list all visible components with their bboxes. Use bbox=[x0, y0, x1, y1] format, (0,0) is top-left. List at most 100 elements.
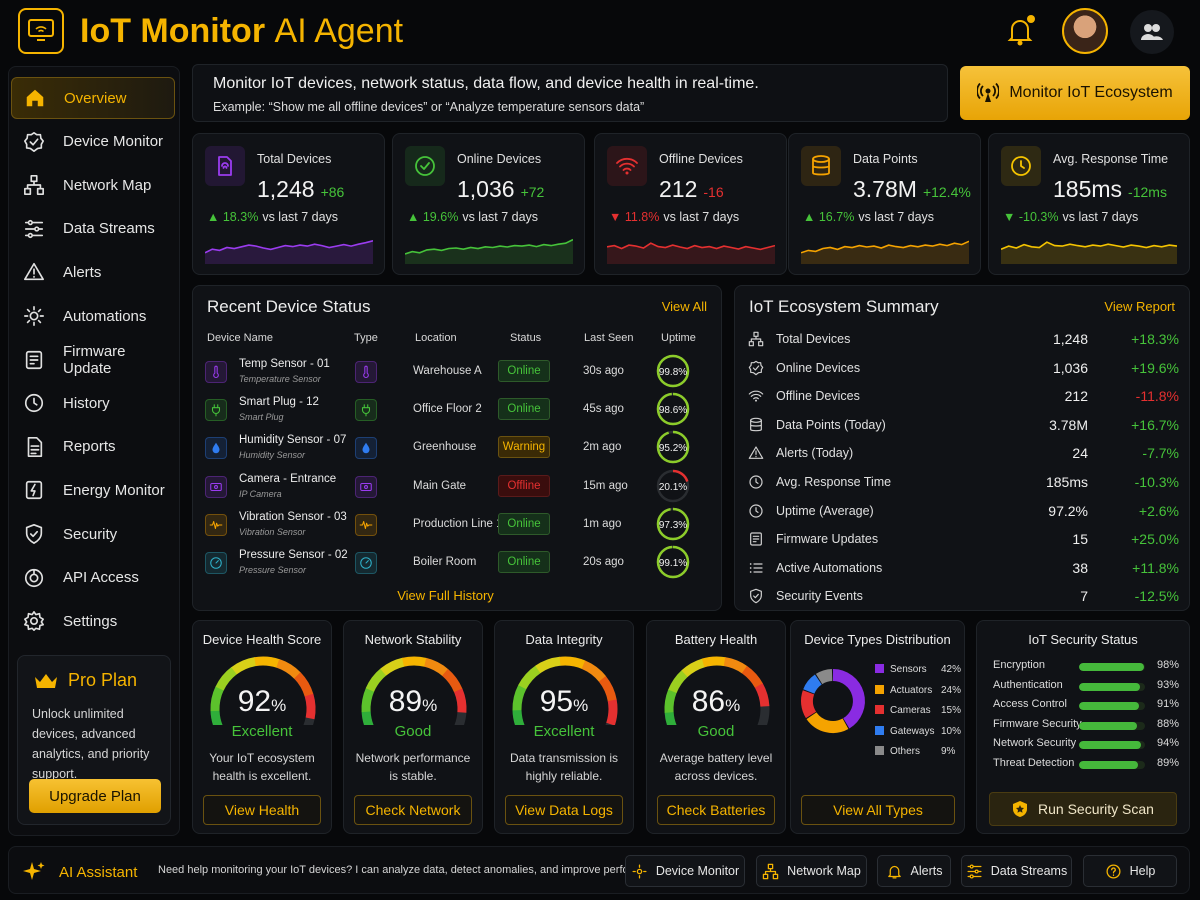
gauge-action-button[interactable]: Check Batteries bbox=[657, 795, 775, 825]
security-progress-bar bbox=[1079, 761, 1145, 769]
status-badge: Online bbox=[498, 360, 550, 382]
gauge-title: Battery Health bbox=[674, 632, 758, 647]
gauge-icon bbox=[205, 552, 227, 574]
bell-icon bbox=[887, 865, 901, 879]
security-metric-label: Encryption bbox=[993, 659, 1045, 671]
table-row[interactable]: Temp Sensor - 01 Temperature Sensor Wareho… bbox=[193, 353, 723, 391]
sidebar-item-alerts[interactable]: Alerts bbox=[11, 251, 175, 293]
run-security-scan-button[interactable]: Run Security Scan bbox=[989, 792, 1177, 826]
gauge-action-button[interactable]: View Data Logs bbox=[505, 795, 623, 825]
settings-icon bbox=[24, 611, 44, 632]
notification-button[interactable] bbox=[1006, 14, 1036, 48]
sidebar-item-automations[interactable]: Automations bbox=[11, 295, 175, 337]
footer-button-data-streams[interactable]: Data Streams bbox=[961, 855, 1072, 887]
view-all-link[interactable]: View All bbox=[661, 299, 707, 314]
avatar[interactable] bbox=[1062, 8, 1108, 54]
sidebar-item-data-streams[interactable]: Data Streams bbox=[11, 208, 175, 250]
clock-icon bbox=[747, 473, 765, 491]
sidebar-item-network-map[interactable]: Network Map bbox=[11, 164, 175, 206]
uptime-value: 20.1% bbox=[659, 482, 687, 493]
footer-button-network-map[interactable]: Network Map bbox=[756, 855, 867, 887]
gauge-card-network-stability: Network Stability 89% Good Network performa… bbox=[343, 620, 483, 834]
table-row[interactable]: Humidity Sensor - 07 Humidity Sensor Green… bbox=[193, 429, 723, 467]
security-metric-label: Firmware Security bbox=[993, 717, 1082, 730]
legend-label: Others bbox=[890, 746, 921, 758]
uptime-ring-fill bbox=[656, 392, 690, 426]
stat-delta: +72 bbox=[520, 184, 545, 200]
sidebar-item-reports[interactable]: Reports bbox=[11, 426, 175, 468]
summary-label: Active Automations bbox=[776, 560, 883, 575]
sidebar-item-api-access[interactable]: API Access bbox=[11, 557, 175, 599]
ai-assistant-bar: AI Assistant Need help monitoring your I… bbox=[8, 846, 1190, 894]
sidebar-item-firmware-update[interactable]: Firmware Update bbox=[11, 339, 175, 381]
ecosystem-summary-panel: IoT Ecosystem Summary View Report Total … bbox=[734, 285, 1190, 611]
sparkline-area bbox=[205, 240, 373, 264]
summary-label: Total Devices bbox=[776, 332, 851, 346]
sidebar-item-device-monitor[interactable]: Device Monitor bbox=[11, 121, 175, 163]
gauge-value-unit: % bbox=[725, 696, 741, 715]
table-row[interactable]: Vibration Sensor - 03 Vibration Sensor Pro… bbox=[193, 506, 723, 544]
database-icon bbox=[812, 155, 830, 176]
droplet-icon bbox=[355, 437, 377, 460]
upgrade-plan-button[interactable]: Upgrade Plan bbox=[29, 779, 161, 813]
sparkline-line bbox=[1001, 241, 1177, 250]
footer-button-device-monitor[interactable]: Device Monitor bbox=[625, 855, 745, 887]
plug-icon bbox=[355, 399, 377, 422]
clock-icon bbox=[747, 502, 765, 520]
uptime-ring-fill bbox=[656, 431, 690, 464]
device-location: Boiler Room bbox=[413, 556, 477, 568]
status-badge: Online bbox=[498, 512, 550, 535]
sidebar-item-history[interactable]: History bbox=[11, 382, 175, 424]
sidebar-item-security[interactable]: Security bbox=[11, 513, 175, 555]
security-metric-authentication: Authentication 93% bbox=[993, 679, 1183, 695]
streams-icon bbox=[966, 863, 983, 880]
sidebar-item-overview[interactable]: Overview bbox=[11, 77, 175, 119]
legend-percent: 10% bbox=[941, 725, 962, 737]
summary-delta: +2.6% bbox=[1138, 502, 1179, 519]
table-row[interactable]: Camera - Entrance IP Camera Main Gate Offli… bbox=[193, 468, 723, 506]
table-row[interactable]: Pressure Sensor - 02 Pressure Sensor Boile… bbox=[193, 544, 723, 582]
legend-label: Sensors bbox=[890, 664, 927, 675]
ai-assistant-text: Need help monitoring your IoT devices? I… bbox=[158, 864, 669, 876]
table-row[interactable]: Smart Plug - 12 Smart Plug Office Floor 2 O… bbox=[193, 391, 723, 429]
sidebar-item-label: History bbox=[63, 394, 110, 412]
footer-button-alerts[interactable]: Alerts bbox=[877, 855, 951, 887]
sidebar-item-settings[interactable]: Settings bbox=[11, 600, 175, 642]
camera-icon bbox=[210, 482, 222, 491]
gauge-icon bbox=[360, 557, 372, 569]
uptime-ring-fill bbox=[656, 545, 690, 579]
view-all-types-button[interactable]: View All Types bbox=[801, 795, 955, 825]
device-doc-icon bbox=[218, 156, 232, 176]
intro-banner: Monitor IoT devices, network status, dat… bbox=[192, 64, 948, 122]
gauge-fill-segment bbox=[559, 656, 586, 670]
sidebar-item-energy-monitor[interactable]: Energy Monitor bbox=[11, 469, 175, 511]
uptime-ring-fill bbox=[656, 354, 690, 388]
security-progress-fill bbox=[1079, 682, 1141, 691]
gauge-icon bbox=[210, 557, 222, 569]
sidebar-item-label: Alerts bbox=[63, 263, 102, 281]
gauge-action-button[interactable]: View Health bbox=[203, 795, 321, 825]
footer-button-help[interactable]: Help bbox=[1083, 855, 1177, 887]
monitor-ecosystem-button[interactable]: Monitor IoT Ecosystem bbox=[960, 66, 1190, 120]
streams-icon bbox=[967, 863, 982, 879]
firmware-icon bbox=[23, 349, 45, 371]
users-button[interactable] bbox=[1130, 10, 1174, 54]
view-report-link[interactable]: View Report bbox=[1104, 299, 1175, 314]
device-types-donut bbox=[801, 669, 865, 733]
pro-plan-card: Pro Plan Unlock unlimited devices, advan… bbox=[17, 655, 171, 825]
legend-item-sensors: Sensors 42% bbox=[875, 664, 961, 675]
sidebar-item-label: Security bbox=[63, 525, 118, 543]
security-status-title: IoT Security Status bbox=[1028, 632, 1138, 647]
stat-card-avg-response-time: Avg. Response Time 185ms -12ms ▼ -10.3% vs l… bbox=[988, 133, 1190, 275]
gauge-card-data-integrity: Data Integrity 95% Excellent Data transmiss… bbox=[494, 620, 634, 834]
stat-change-suffix: vs last 7 days bbox=[462, 210, 539, 224]
summary-row: Firmware Updates 15 +25.0% bbox=[735, 526, 1191, 554]
uptime-ring: 95.2% bbox=[656, 431, 690, 464]
gauge-action-button[interactable]: Check Network bbox=[354, 795, 472, 825]
arrow-up-icon: ▲ bbox=[207, 210, 223, 224]
gauge-rating: Good bbox=[394, 723, 432, 740]
database-icon bbox=[801, 146, 841, 186]
view-full-history-link[interactable]: View Full History bbox=[397, 588, 494, 603]
sidebar-item-label: API Access bbox=[63, 569, 139, 587]
stat-comparison: ▼ 11.8% vs last 7 days bbox=[609, 210, 739, 224]
